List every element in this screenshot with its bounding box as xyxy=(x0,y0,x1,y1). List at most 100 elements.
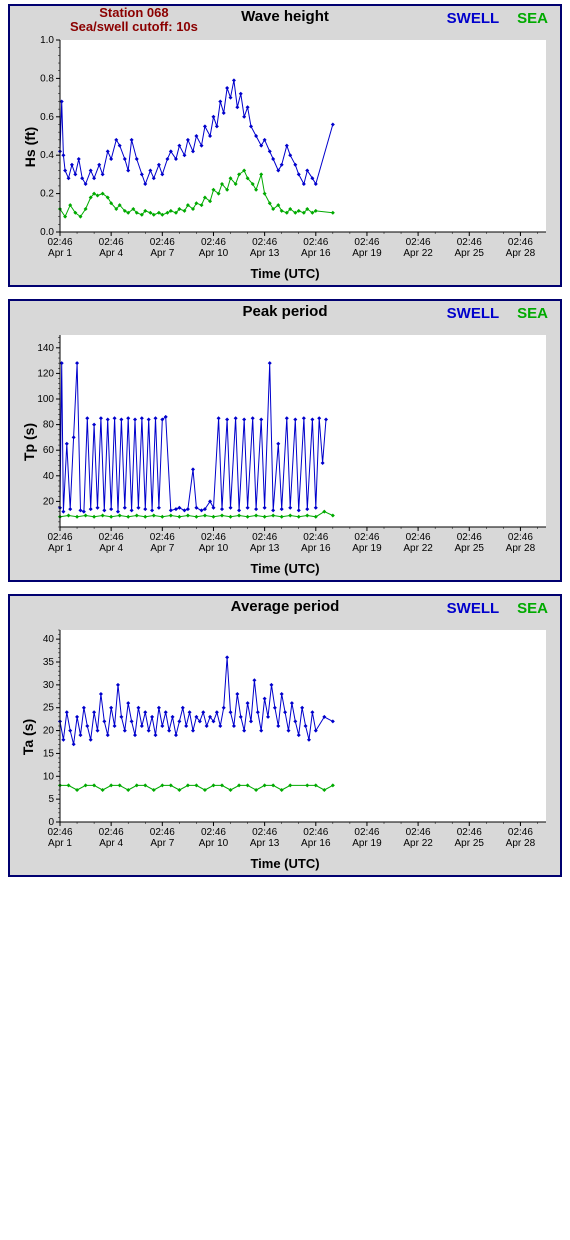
panel-header: Peak periodSWELLSEA xyxy=(10,301,560,327)
chart-svg: 051015202530354002:46Apr 102:46Apr 402:4… xyxy=(16,624,554,850)
xtick-date: Apr 25 xyxy=(455,838,485,849)
legend-sea: SEA xyxy=(517,10,548,27)
ytick-label: 40 xyxy=(43,471,55,482)
legend-sea: SEA xyxy=(517,600,548,617)
xtick-time: 02:46 xyxy=(406,827,431,838)
ytick-label: 30 xyxy=(43,680,55,691)
xtick-time: 02:46 xyxy=(99,237,124,248)
xtick-date: Apr 1 xyxy=(48,248,72,259)
xtick-time: 02:46 xyxy=(201,237,226,248)
x-axis-label: Time (UTC) xyxy=(10,561,560,576)
xtick-time: 02:46 xyxy=(457,532,482,543)
ytick-label: 35 xyxy=(43,657,55,668)
legend-sea: SEA xyxy=(517,305,548,322)
y-axis-label: Ta (s) xyxy=(20,719,36,755)
ytick-label: 0.2 xyxy=(40,189,54,200)
ytick-label: 40 xyxy=(43,634,55,645)
xtick-date: Apr 19 xyxy=(352,838,382,849)
xtick-time: 02:46 xyxy=(303,237,328,248)
xtick-time: 02:46 xyxy=(354,827,379,838)
xtick-time: 02:46 xyxy=(99,827,124,838)
xtick-time: 02:46 xyxy=(47,237,72,248)
ytick-label: 10 xyxy=(43,771,55,782)
xtick-date: Apr 16 xyxy=(301,838,331,849)
xtick-date: Apr 13 xyxy=(250,543,280,554)
xtick-date: Apr 10 xyxy=(199,248,229,259)
xtick-time: 02:46 xyxy=(150,827,175,838)
legend-swell: SWELL xyxy=(447,600,500,617)
xtick-time: 02:46 xyxy=(508,237,533,248)
xtick-date: Apr 4 xyxy=(99,838,123,849)
ytick-label: 0.6 xyxy=(40,112,54,123)
xtick-time: 02:46 xyxy=(457,827,482,838)
chart-panel: Peak periodSWELLSEATp (s)204060801001201… xyxy=(8,299,562,582)
xtick-date: Apr 22 xyxy=(403,248,433,259)
xtick-time: 02:46 xyxy=(201,532,226,543)
xtick-time: 02:46 xyxy=(252,827,277,838)
xtick-time: 02:46 xyxy=(354,532,379,543)
ytick-label: 120 xyxy=(37,368,54,379)
chart-svg: 2040608010012014002:46Apr 102:46Apr 402:… xyxy=(16,329,554,555)
ytick-label: 20 xyxy=(43,496,55,507)
xtick-date: Apr 28 xyxy=(506,248,536,259)
chart-svg: 0.00.20.40.60.81.002:46Apr 102:46Apr 402… xyxy=(16,34,554,260)
xtick-time: 02:46 xyxy=(252,532,277,543)
xtick-date: Apr 7 xyxy=(150,248,174,259)
xtick-time: 02:46 xyxy=(201,827,226,838)
xtick-date: Apr 1 xyxy=(48,838,72,849)
xtick-date: Apr 16 xyxy=(301,248,331,259)
legend: SWELL SEA xyxy=(447,600,548,617)
xtick-date: Apr 4 xyxy=(99,543,123,554)
xtick-date: Apr 13 xyxy=(250,838,280,849)
xtick-date: Apr 28 xyxy=(506,838,536,849)
xtick-time: 02:46 xyxy=(457,237,482,248)
xtick-date: Apr 1 xyxy=(48,543,72,554)
xtick-date: Apr 19 xyxy=(352,248,382,259)
xtick-date: Apr 10 xyxy=(199,543,229,554)
xtick-time: 02:46 xyxy=(354,237,379,248)
legend: SWELL SEA xyxy=(447,10,548,27)
xtick-date: Apr 10 xyxy=(199,838,229,849)
ytick-label: 1.0 xyxy=(40,35,54,46)
chart-panel: Station 068Sea/swell cutoff: 10sWave hei… xyxy=(8,4,562,287)
xtick-date: Apr 28 xyxy=(506,543,536,554)
ytick-label: 100 xyxy=(37,394,54,405)
xtick-date: Apr 25 xyxy=(455,248,485,259)
x-axis-label: Time (UTC) xyxy=(10,856,560,871)
plot-area: Ta (s)051015202530354002:46Apr 102:46Apr… xyxy=(16,624,554,850)
xtick-date: Apr 16 xyxy=(301,543,331,554)
chart-panel: Average periodSWELLSEATa (s)051015202530… xyxy=(8,594,562,877)
xtick-time: 02:46 xyxy=(508,532,533,543)
xtick-time: 02:46 xyxy=(252,237,277,248)
xtick-date: Apr 7 xyxy=(150,543,174,554)
xtick-date: Apr 25 xyxy=(455,543,485,554)
legend-swell: SWELL xyxy=(447,305,500,322)
ytick-label: 5 xyxy=(48,794,54,805)
plot-area: Hs (ft)0.00.20.40.60.81.002:46Apr 102:46… xyxy=(16,34,554,260)
xtick-time: 02:46 xyxy=(47,532,72,543)
xtick-date: Apr 7 xyxy=(150,838,174,849)
xtick-time: 02:46 xyxy=(99,532,124,543)
x-axis-label: Time (UTC) xyxy=(10,266,560,281)
xtick-date: Apr 4 xyxy=(99,248,123,259)
xtick-time: 02:46 xyxy=(303,827,328,838)
ytick-label: 140 xyxy=(37,343,54,354)
xtick-time: 02:46 xyxy=(508,827,533,838)
xtick-date: Apr 22 xyxy=(403,543,433,554)
y-axis-label: Tp (s) xyxy=(21,423,37,461)
plot-area: Tp (s)2040608010012014002:46Apr 102:46Ap… xyxy=(16,329,554,555)
legend-swell: SWELL xyxy=(447,10,500,27)
ytick-label: 0.4 xyxy=(40,150,54,161)
ytick-label: 20 xyxy=(43,726,55,737)
xtick-date: Apr 19 xyxy=(352,543,382,554)
xtick-time: 02:46 xyxy=(150,237,175,248)
xtick-time: 02:46 xyxy=(406,532,431,543)
legend: SWELL SEA xyxy=(447,305,548,322)
xtick-date: Apr 13 xyxy=(250,248,280,259)
panel-header: Average periodSWELLSEA xyxy=(10,596,560,622)
ytick-label: 15 xyxy=(43,748,55,759)
xtick-time: 02:46 xyxy=(150,532,175,543)
xtick-time: 02:46 xyxy=(47,827,72,838)
xtick-time: 02:46 xyxy=(303,532,328,543)
panel-header: Station 068Sea/swell cutoff: 10sWave hei… xyxy=(10,6,560,32)
